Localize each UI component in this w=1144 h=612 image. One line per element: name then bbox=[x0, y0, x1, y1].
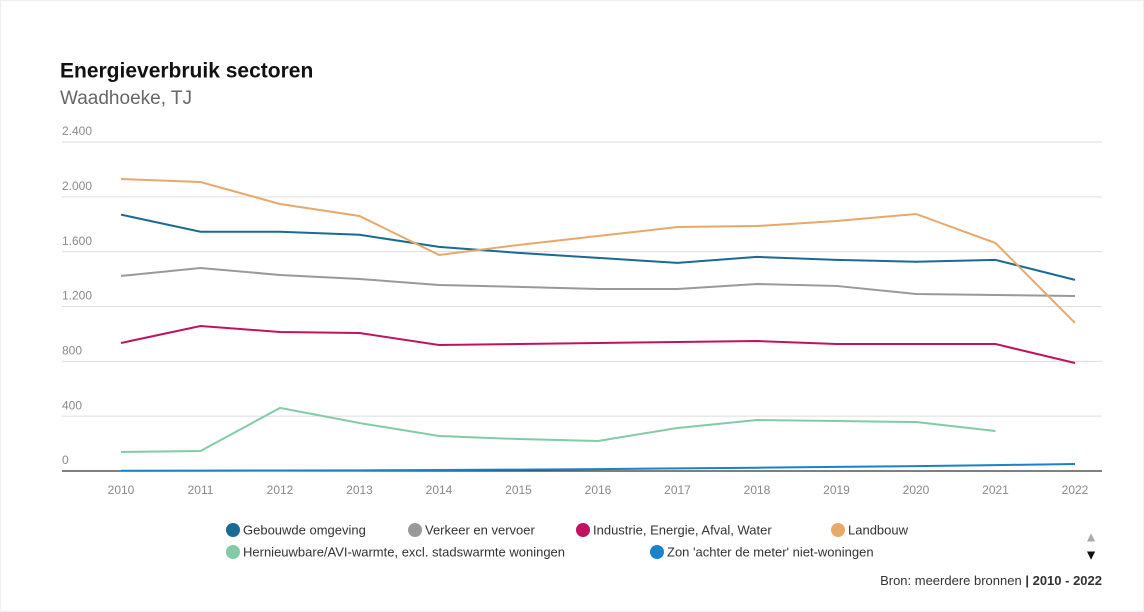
legend-marker bbox=[831, 523, 845, 537]
legend-marker bbox=[650, 545, 664, 559]
x-tick-label: 2013 bbox=[346, 483, 373, 497]
source-text: Bron: meerdere bronnen bbox=[880, 573, 1022, 588]
series-line bbox=[120, 266, 1076, 297]
legend-label: Gebouwde omgeving bbox=[243, 522, 366, 537]
x-tick-label: 2022 bbox=[1062, 483, 1089, 497]
chart-title: Energieverbruik sectoren bbox=[60, 60, 313, 83]
legend-label: Zon 'achter de meter' niet-woningen bbox=[667, 544, 874, 559]
x-tick-label: 2014 bbox=[426, 483, 453, 497]
y-tick-label: 2.400 bbox=[62, 124, 92, 138]
x-tick-label: 2015 bbox=[505, 483, 532, 497]
chart-subtitle: Waadhoeke, TJ bbox=[60, 88, 192, 109]
legend-marker bbox=[576, 523, 590, 537]
x-tick-label: 2011 bbox=[188, 483, 214, 497]
y-tick-label: 1.600 bbox=[62, 234, 92, 248]
y-tick-label: 800 bbox=[62, 344, 82, 358]
x-tick-label: 2012 bbox=[267, 483, 294, 497]
y-tick-label: 400 bbox=[62, 398, 82, 412]
legend-marker bbox=[226, 523, 240, 537]
legend-marker bbox=[408, 523, 422, 537]
series-line bbox=[120, 324, 1076, 364]
x-tick-label: 2020 bbox=[903, 483, 930, 497]
scroll-up[interactable]: ▲ bbox=[1084, 529, 1098, 545]
x-tick-label: 2021 bbox=[982, 483, 1009, 497]
series-line bbox=[120, 178, 1076, 324]
x-tick-label: 2016 bbox=[585, 483, 612, 497]
legend-label: Verkeer en vervoer bbox=[425, 522, 536, 537]
source-range: | 2010 - 2022 bbox=[1025, 573, 1102, 588]
y-tick-label: 0 bbox=[62, 453, 69, 467]
legend-label: Industrie, Energie, Afval, Water bbox=[593, 522, 772, 537]
scroll-down[interactable]: ▼ bbox=[1084, 547, 1098, 563]
series-line bbox=[120, 463, 1076, 472]
y-tick-label: 1.200 bbox=[62, 289, 92, 303]
x-tick-label: 2019 bbox=[823, 483, 850, 497]
legend-marker bbox=[226, 545, 240, 559]
x-tick-label: 2017 bbox=[664, 483, 691, 497]
legend-label: Hernieuwbare/AVI-warmte, excl. stadswarm… bbox=[243, 544, 565, 559]
y-tick-label: 2.000 bbox=[62, 179, 92, 193]
source: Bron: meerdere bronnen | 2010 - 2022 bbox=[880, 573, 1102, 588]
legend-label: Landbouw bbox=[848, 522, 909, 537]
series-line bbox=[120, 213, 1076, 281]
series-line bbox=[120, 406, 996, 453]
x-tick-label: 2018 bbox=[744, 483, 771, 497]
x-tick-label: 2010 bbox=[108, 483, 135, 497]
